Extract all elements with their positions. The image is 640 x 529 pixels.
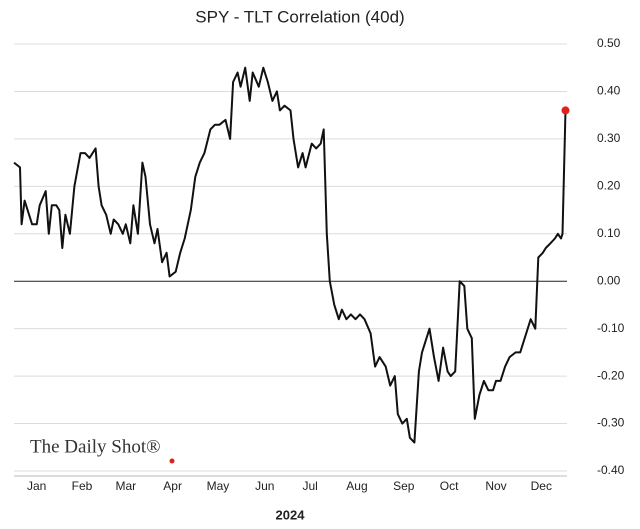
x-tick-label: Aug	[346, 479, 367, 493]
y-tick-label: 0.30	[597, 131, 621, 145]
x-axis-label: 2024	[276, 507, 306, 522]
x-tick-label: Mar	[115, 479, 136, 493]
y-tick-label: 0.20	[597, 179, 621, 193]
y-tick-label: -0.40	[597, 463, 625, 477]
x-tick-label: Jun	[255, 479, 274, 493]
x-tick-label: May	[207, 479, 230, 493]
x-tick-label: Jul	[302, 479, 317, 493]
x-tick-label: Jan	[27, 479, 46, 493]
y-tick-label: 0.10	[597, 226, 621, 240]
y-tick-label: 0.40	[597, 84, 621, 98]
x-tick-label: Sep	[393, 479, 415, 493]
y-tick-label: -0.30	[597, 416, 625, 430]
x-tick-label: Nov	[485, 479, 506, 493]
x-tick-label: Oct	[440, 479, 459, 493]
x-tick-label: Feb	[72, 479, 93, 493]
logo-dot	[169, 458, 175, 464]
x-tick-label: Dec	[531, 479, 552, 493]
x-tick-label: Apr	[163, 479, 182, 493]
last-point	[561, 106, 570, 115]
source-logo: The Daily Shot®	[30, 436, 161, 457]
y-tick-label: 0.00	[597, 273, 621, 287]
y-tick-label: -0.10	[597, 321, 625, 335]
data-line	[13, 66, 567, 444]
chart-title: SPY - TLT Correlation (40d)	[195, 7, 404, 26]
y-tick-label: -0.20	[597, 368, 625, 382]
y-tick-label: 0.50	[597, 36, 621, 50]
